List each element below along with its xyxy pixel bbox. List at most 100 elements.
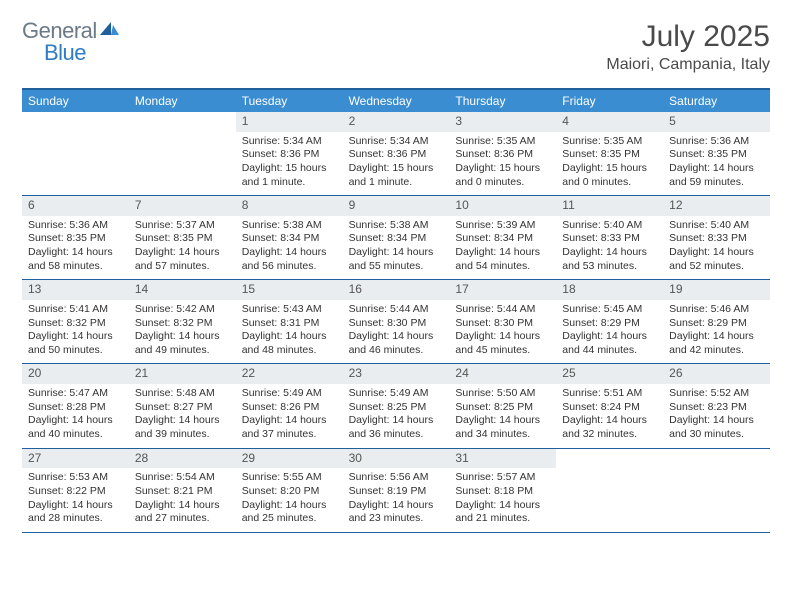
- sunrise-text: Sunrise: 5:34 AM: [349, 135, 444, 149]
- day-body: Sunrise: 5:36 AMSunset: 8:35 PMDaylight:…: [22, 216, 129, 280]
- day-of-week-header: Sunday: [22, 90, 129, 112]
- daylight-text: Daylight: 14 hours: [28, 246, 123, 260]
- day-number: 26: [663, 364, 770, 384]
- day-cell: [556, 449, 663, 532]
- daylight-text: and 28 minutes.: [28, 512, 123, 526]
- sunrise-text: Sunrise: 5:44 AM: [349, 303, 444, 317]
- sunrise-text: Sunrise: 5:37 AM: [135, 219, 230, 233]
- sunrise-text: Sunrise: 5:45 AM: [562, 303, 657, 317]
- daylight-text: Daylight: 14 hours: [28, 499, 123, 513]
- day-number: 7: [129, 196, 236, 216]
- logo-sail-icon: [98, 20, 120, 42]
- day-number: 20: [22, 364, 129, 384]
- daylight-text: and 21 minutes.: [455, 512, 550, 526]
- daylight-text: and 55 minutes.: [349, 260, 444, 274]
- day-of-week-row: SundayMondayTuesdayWednesdayThursdayFrid…: [22, 90, 770, 112]
- sunrise-text: Sunrise: 5:41 AM: [28, 303, 123, 317]
- day-number: 13: [22, 280, 129, 300]
- sunset-text: Sunset: 8:19 PM: [349, 485, 444, 499]
- daylight-text: and 36 minutes.: [349, 428, 444, 442]
- daylight-text: and 46 minutes.: [349, 344, 444, 358]
- day-number: 14: [129, 280, 236, 300]
- sunset-text: Sunset: 8:36 PM: [455, 148, 550, 162]
- day-body: Sunrise: 5:45 AMSunset: 8:29 PMDaylight:…: [556, 300, 663, 364]
- day-number: 24: [449, 364, 556, 384]
- daylight-text: and 53 minutes.: [562, 260, 657, 274]
- day-body: Sunrise: 5:50 AMSunset: 8:25 PMDaylight:…: [449, 384, 556, 448]
- day-cell: 11Sunrise: 5:40 AMSunset: 8:33 PMDayligh…: [556, 196, 663, 279]
- day-number: 29: [236, 449, 343, 469]
- calendar-page: GeneralBlue July 2025 Maiori, Campania, …: [0, 0, 792, 553]
- sunset-text: Sunset: 8:36 PM: [349, 148, 444, 162]
- day-number: 6: [22, 196, 129, 216]
- daylight-text: Daylight: 14 hours: [242, 499, 337, 513]
- daylight-text: and 39 minutes.: [135, 428, 230, 442]
- daylight-text: and 25 minutes.: [242, 512, 337, 526]
- calendar: SundayMondayTuesdayWednesdayThursdayFrid…: [22, 88, 770, 533]
- week-row: 20Sunrise: 5:47 AMSunset: 8:28 PMDayligh…: [22, 364, 770, 448]
- day-cell: 14Sunrise: 5:42 AMSunset: 8:32 PMDayligh…: [129, 280, 236, 363]
- day-of-week-header: Wednesday: [343, 90, 450, 112]
- day-cell: 2 Sunrise: 5:34 AMSunset: 8:36 PMDaylight…: [343, 112, 450, 195]
- sunrise-text: Sunrise: 5:42 AM: [135, 303, 230, 317]
- daylight-text: Daylight: 14 hours: [669, 414, 764, 428]
- sunset-text: Sunset: 8:18 PM: [455, 485, 550, 499]
- sunrise-text: Sunrise: 5:53 AM: [28, 471, 123, 485]
- day-of-week-header: Tuesday: [236, 90, 343, 112]
- daylight-text: Daylight: 14 hours: [28, 414, 123, 428]
- sunset-text: Sunset: 8:35 PM: [669, 148, 764, 162]
- day-number: 15: [236, 280, 343, 300]
- daylight-text: and 27 minutes.: [135, 512, 230, 526]
- daylight-text: Daylight: 14 hours: [349, 246, 444, 260]
- day-cell: 6Sunrise: 5:36 AMSunset: 8:35 PMDaylight…: [22, 196, 129, 279]
- daylight-text: Daylight: 14 hours: [242, 414, 337, 428]
- daylight-text: and 34 minutes.: [455, 428, 550, 442]
- day-cell: 21Sunrise: 5:48 AMSunset: 8:27 PMDayligh…: [129, 364, 236, 447]
- daylight-text: and 23 minutes.: [349, 512, 444, 526]
- day-number: 2: [343, 112, 450, 132]
- daylight-text: and 54 minutes.: [455, 260, 550, 274]
- day-number: 10: [449, 196, 556, 216]
- daylight-text: Daylight: 14 hours: [455, 246, 550, 260]
- day-number: 18: [556, 280, 663, 300]
- day-cell: 3Sunrise: 5:35 AMSunset: 8:36 PMDaylight…: [449, 112, 556, 195]
- day-of-week-header: Thursday: [449, 90, 556, 112]
- day-cell: 28Sunrise: 5:54 AMSunset: 8:21 PMDayligh…: [129, 449, 236, 532]
- daylight-text: and 56 minutes.: [242, 260, 337, 274]
- logo-text-1: General: [22, 20, 97, 42]
- daylight-text: Daylight: 14 hours: [455, 414, 550, 428]
- day-number: 28: [129, 449, 236, 469]
- day-cell: [22, 112, 129, 195]
- day-number: 21: [129, 364, 236, 384]
- day-cell: 22Sunrise: 5:49 AMSunset: 8:26 PMDayligh…: [236, 364, 343, 447]
- sunrise-text: Sunrise: 5:49 AM: [242, 387, 337, 401]
- sunset-text: Sunset: 8:29 PM: [669, 317, 764, 331]
- day-body: Sunrise: 5:44 AMSunset: 8:30 PMDaylight:…: [343, 300, 450, 364]
- daylight-text: Daylight: 15 hours: [349, 162, 444, 176]
- sunset-text: Sunset: 8:35 PM: [562, 148, 657, 162]
- day-body: Sunrise: 5:49 AMSunset: 8:26 PMDaylight:…: [236, 384, 343, 448]
- day-body: Sunrise: 5:57 AMSunset: 8:18 PMDaylight:…: [449, 468, 556, 532]
- daylight-text: and 40 minutes.: [28, 428, 123, 442]
- day-number: 31: [449, 449, 556, 469]
- day-cell: 4Sunrise: 5:35 AMSunset: 8:35 PMDaylight…: [556, 112, 663, 195]
- sunset-text: Sunset: 8:35 PM: [28, 232, 123, 246]
- location: Maiori, Campania, Italy: [606, 56, 770, 74]
- daylight-text: Daylight: 14 hours: [242, 330, 337, 344]
- daylight-text: and 32 minutes.: [562, 428, 657, 442]
- day-body: Sunrise: 5:37 AMSunset: 8:35 PMDaylight:…: [129, 216, 236, 280]
- day-number: 23: [343, 364, 450, 384]
- header: GeneralBlue July 2025 Maiori, Campania, …: [22, 20, 770, 74]
- daylight-text: Daylight: 14 hours: [669, 162, 764, 176]
- day-cell: 8Sunrise: 5:38 AMSunset: 8:34 PMDaylight…: [236, 196, 343, 279]
- sunset-text: Sunset: 8:21 PM: [135, 485, 230, 499]
- day-body: Sunrise: 5:54 AMSunset: 8:21 PMDaylight:…: [129, 468, 236, 532]
- sunrise-text: Sunrise: 5:40 AM: [562, 219, 657, 233]
- sunset-text: Sunset: 8:25 PM: [455, 401, 550, 415]
- day-body: Sunrise: 5:46 AMSunset: 8:29 PMDaylight:…: [663, 300, 770, 364]
- day-number: 16: [343, 280, 450, 300]
- day-body: Sunrise: 5:40 AMSunset: 8:33 PMDaylight:…: [663, 216, 770, 280]
- day-body: Sunrise: 5:52 AMSunset: 8:23 PMDaylight:…: [663, 384, 770, 448]
- sunrise-text: Sunrise: 5:35 AM: [562, 135, 657, 149]
- daylight-text: and 37 minutes.: [242, 428, 337, 442]
